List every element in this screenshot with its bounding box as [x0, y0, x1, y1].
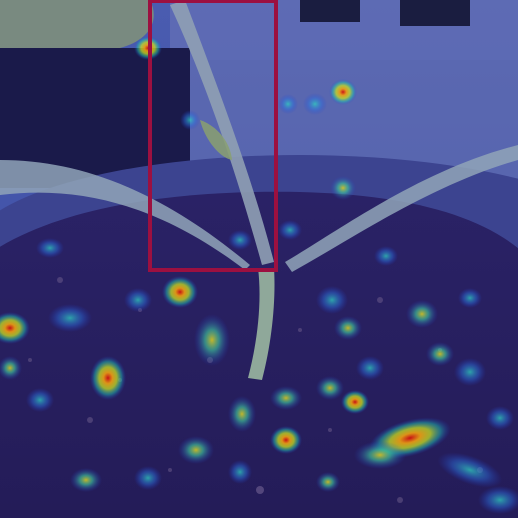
leaf-left: [0, 160, 250, 270]
leaf-top-left: [0, 0, 154, 53]
background-pot-right: [400, 0, 470, 26]
highlight-box: [148, 0, 278, 272]
plant-bud: [200, 120, 232, 160]
background-pot-left: [300, 0, 360, 22]
leaf-right: [285, 145, 518, 272]
plant-upper-stem: [170, 0, 274, 265]
plant-stem: [248, 268, 275, 380]
